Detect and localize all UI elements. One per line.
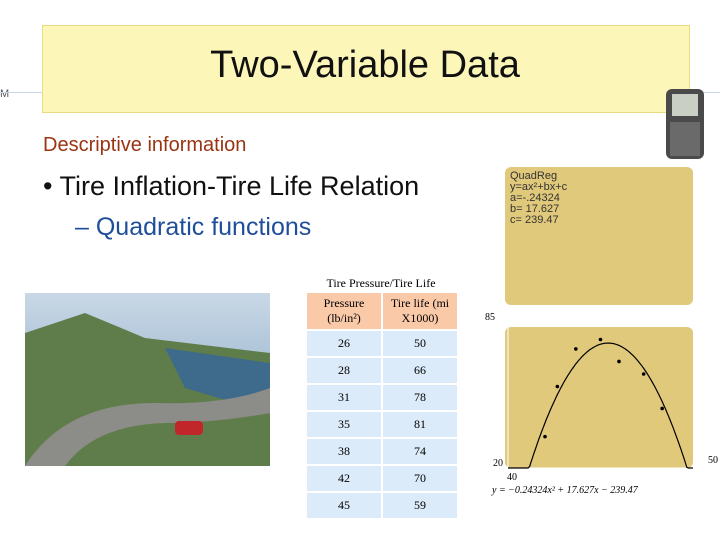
calculator-icon: [666, 89, 704, 159]
cell: 26: [305, 329, 383, 358]
calc-line: b= 17.627: [510, 203, 560, 215]
axis-label: 40: [507, 472, 517, 483]
bullet-text: Tire Inflation-Tire Life Relation: [59, 171, 420, 201]
subtitle: Descriptive information: [43, 134, 247, 156]
equation: y = −0.24324x² + 17.627x − 239.47: [491, 485, 639, 496]
calc-screen: [505, 167, 693, 305]
title: Two-Variable Data: [210, 44, 520, 86]
table-row: 31 78: [305, 383, 459, 412]
data-point: [617, 359, 621, 364]
sub-bullet-text: Quadratic functions: [95, 213, 312, 241]
calc-line: QuadReg: [510, 170, 558, 182]
table-header: Pressure (lb/in²) Tire life (mi X1000): [305, 291, 459, 331]
cell: 31: [305, 383, 383, 412]
table-row: 42 70: [305, 464, 459, 493]
cell: 28: [305, 356, 383, 385]
table-row: 28 66: [305, 356, 459, 385]
data-point: [660, 406, 664, 411]
data-point: [543, 434, 547, 439]
data-point: [598, 337, 603, 342]
cell: 66: [381, 356, 459, 385]
graph: 85 20 40 50 y = −0.24324x² + 17.627x − 239.4…: [485, 312, 718, 496]
cell: 74: [381, 437, 459, 466]
cell: 50: [381, 329, 459, 358]
cell: 42: [305, 464, 383, 493]
header-cell: Pressure (lb/in²): [305, 291, 383, 331]
table-title: Tire Pressure/Tire Life: [326, 276, 436, 290]
photo: [25, 293, 270, 466]
header-cell: Tire life (mi X1000): [381, 291, 459, 331]
axis-label: 20: [493, 458, 503, 469]
title-box: [42, 25, 690, 113]
axis-label: 50: [708, 455, 718, 466]
axis-label: 85: [485, 312, 495, 323]
data-point: [574, 347, 578, 351]
calc-line: c= 239.47: [510, 214, 559, 226]
table-row: 26 50: [305, 329, 459, 358]
sub-bullet: – Quadratic functions: [75, 213, 312, 241]
calc-text: QuadReg y=ax²+bx+c a=-.24324 b= 17.627 c= 23…: [510, 171, 567, 226]
data-table: Pressure (lb/in²) Tire life (mi X1000) 26 5…: [305, 291, 459, 520]
cell: 70: [381, 464, 459, 493]
data-point: [641, 372, 646, 376]
cell: 81: [381, 410, 459, 439]
bullet: • Tire Inflation-Tire Life Relation: [43, 171, 420, 201]
table-row: 45 59: [305, 491, 459, 520]
cell: 38: [305, 437, 383, 466]
cell: 45: [305, 491, 383, 520]
cell: 78: [381, 383, 459, 412]
cell: 59: [381, 491, 459, 520]
edge-letter: M: [0, 88, 10, 100]
data-point: [555, 384, 560, 389]
fit-curve: [508, 342, 693, 469]
calc-line: a=-.24324: [510, 192, 560, 204]
table-row: 35 81: [305, 410, 459, 439]
calc-line: y=ax²+bx+c: [510, 181, 568, 193]
cell: 35: [305, 410, 383, 439]
table-row: 38 74: [305, 437, 459, 466]
